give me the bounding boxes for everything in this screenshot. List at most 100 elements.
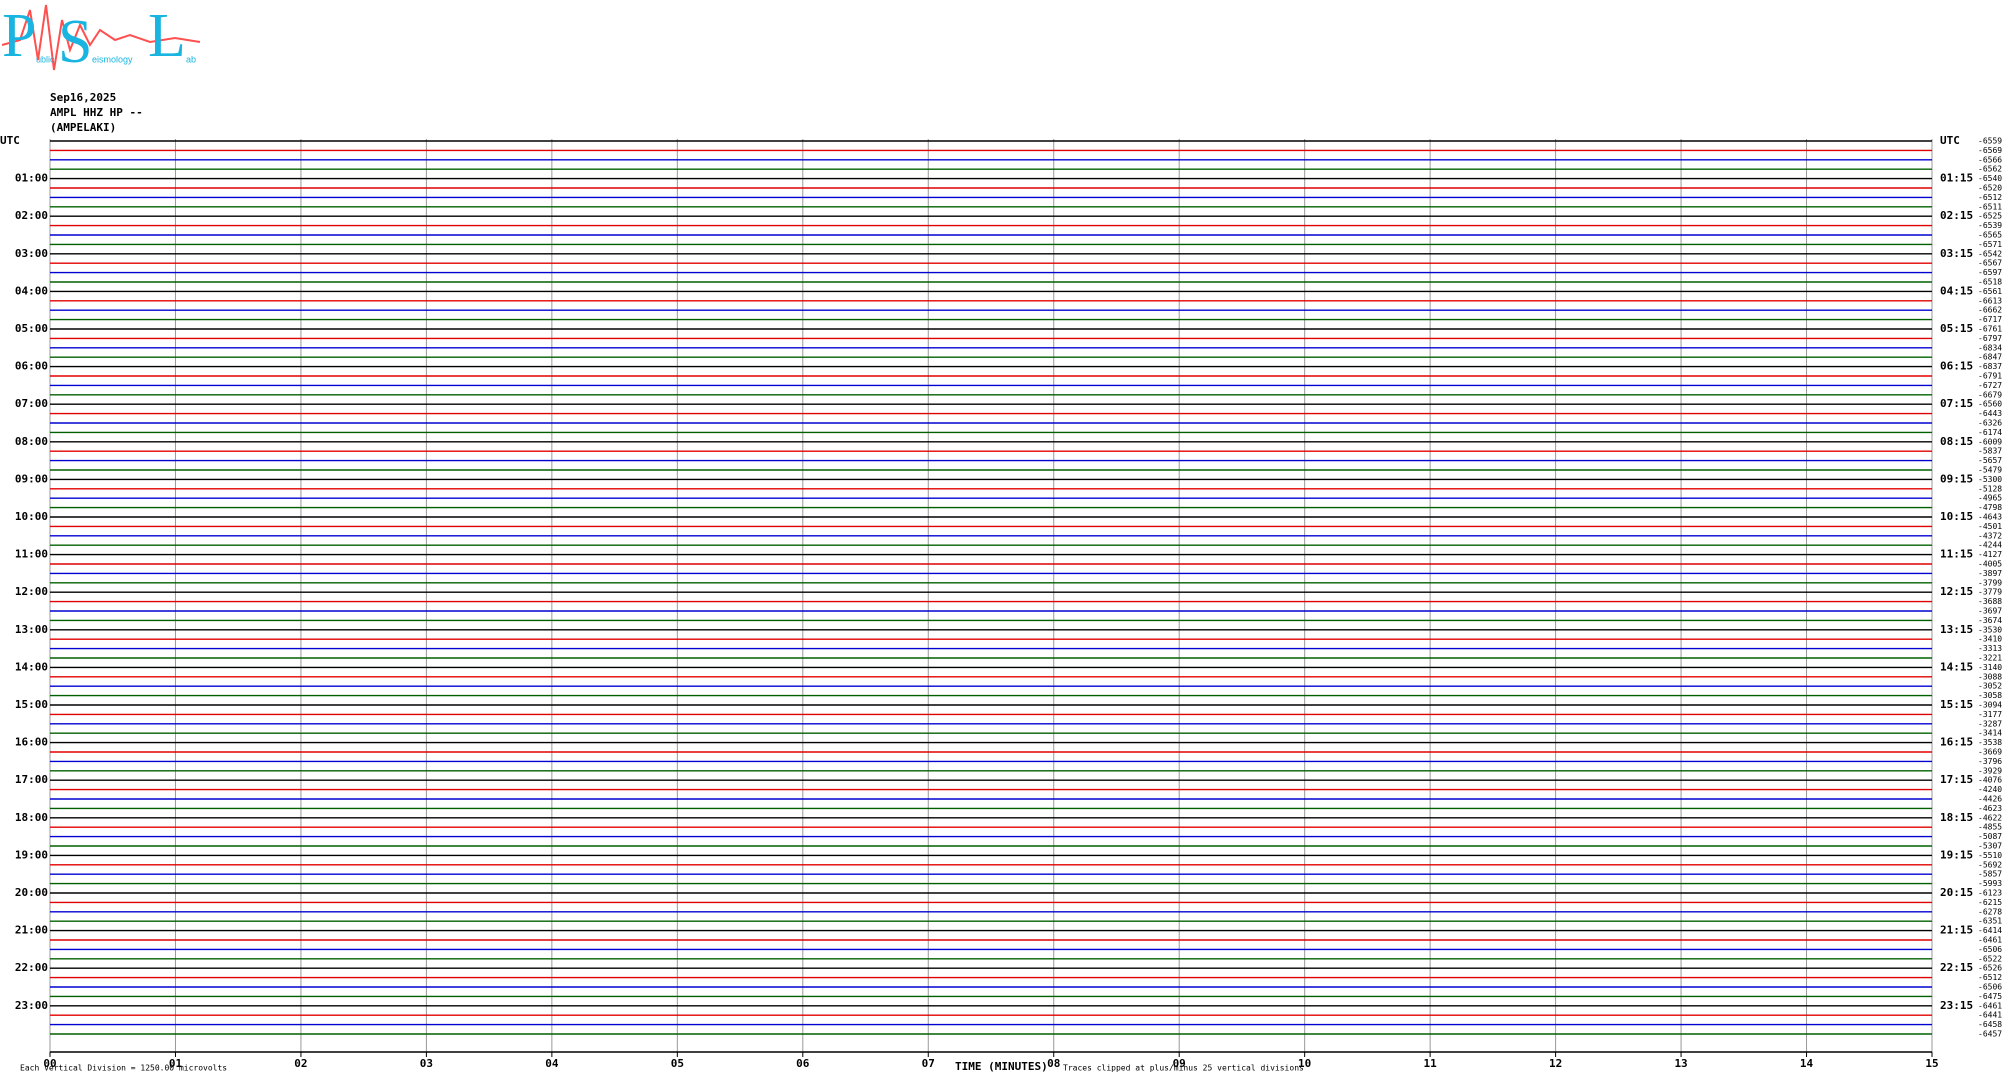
trace-offset: -6540 [1978,174,2002,183]
logo-word: eismology [92,54,133,64]
trace-offset: -5857 [1978,870,2002,879]
trace-offset: -4426 [1978,795,2002,804]
x-tick-label: 13 [1674,1057,1687,1070]
x-tick-label: 09 [1173,1057,1186,1070]
right-time-label: 10:15 [1940,510,1973,523]
trace-offset: -3140 [1978,663,2002,672]
trace-offset: -3799 [1978,578,2002,587]
logo-word: ublic [36,54,55,64]
right-time-label: 22:15 [1940,961,1973,974]
left-time-label: 02:00 [15,209,48,222]
trace-offset: -6458 [1978,1020,2002,1029]
trace-offset: -5692 [1978,860,2002,869]
trace-offset: -3688 [1978,597,2002,606]
station: AMPL HHZ HP -- [50,106,143,119]
right-time-label: 02:15 [1940,209,1973,222]
left-time-label: 19:00 [15,848,48,861]
trace-offset: -6834 [1978,343,2002,352]
left-time-label: 12:00 [15,585,48,598]
trace-offset: -4372 [1978,531,2002,540]
trace-offset: -6727 [1978,381,2002,390]
right-time-label: 19:15 [1940,848,1973,861]
trace-offset: -6567 [1978,259,2002,268]
right-time-label: 20:15 [1940,886,1973,899]
left-time-label: 14:00 [15,660,48,673]
left-time-label: 06:00 [15,360,48,373]
trace-offset: -4127 [1978,550,2002,559]
left-time-label: UTC [0,134,20,147]
trace-offset: -4622 [1978,813,2002,822]
trace-offset: -6560 [1978,400,2002,409]
logo-word: ab [186,54,196,64]
trace-offset: -6561 [1978,287,2002,296]
right-time-label: 21:15 [1940,924,1973,937]
trace-offset: -3929 [1978,766,2002,775]
left-time-label: 13:00 [15,623,48,636]
right-time-label: 09:15 [1940,472,1973,485]
trace-offset: -3287 [1978,719,2002,728]
trace-offset: -6215 [1978,898,2002,907]
trace-offset: -3674 [1978,616,2002,625]
trace-offset: -6174 [1978,428,2002,437]
right-time-label: 04:15 [1940,284,1973,297]
left-time-label: 22:00 [15,961,48,974]
x-tick-label: 04 [545,1057,559,1070]
trace-offset: -6597 [1978,268,2002,277]
date: Sep16,2025 [50,91,116,104]
trace-offset: -3779 [1978,588,2002,597]
trace-offset: -6461 [1978,936,2002,945]
right-time-label: 01:15 [1940,172,1973,185]
trace-offset: -6512 [1978,193,2002,202]
trace-offset: -5307 [1978,842,2002,851]
right-time-label: 12:15 [1940,585,1973,598]
trace-offset: -4623 [1978,804,2002,813]
trace-offset: -5300 [1978,475,2002,484]
trace-offset: -6662 [1978,306,2002,315]
x-tick-label: 00 [43,1057,56,1070]
left-time-label: 20:00 [15,886,48,899]
left-time-label: 04:00 [15,284,48,297]
trace-offset: -6562 [1978,165,2002,174]
scale-note: Each Vertical Division = 1250.00 microvo… [20,1064,227,1073]
trace-offset: -3414 [1978,729,2002,738]
trace-offset: -3052 [1978,682,2002,691]
trace-offset: -4643 [1978,513,2002,522]
trace-offset: -6506 [1978,983,2002,992]
logo-letter: S [58,8,92,76]
trace-offset: -3697 [1978,607,2002,616]
trace-offset: -4076 [1978,776,2002,785]
left-time-label: 18:00 [15,811,48,824]
trace-offset: -6761 [1978,325,2002,334]
trace-offset: -6009 [1978,437,2002,446]
right-time-label: UTC [1940,134,1960,147]
trace-offset: -3313 [1978,644,2002,653]
right-time-label: 23:15 [1940,999,1973,1012]
trace-offset: -4501 [1978,522,2002,531]
x-tick-label: 10 [1298,1057,1311,1070]
trace-offset: -6679 [1978,390,2002,399]
logo-wave [1,4,201,71]
left-time-label: 23:00 [15,999,48,1012]
trace-offset: -6414 [1978,926,2002,935]
trace-offset: -6837 [1978,362,2002,371]
trace-offset: -5128 [1978,484,2002,493]
trace-offset: -4798 [1978,503,2002,512]
x-tick-label: 08 [1047,1057,1060,1070]
right-time-label: 13:15 [1940,623,1973,636]
trace-offset: -4005 [1978,560,2002,569]
trace-offset: -6351 [1978,917,2002,926]
trace-offset: -4240 [1978,785,2002,794]
trace-offset: -3538 [1978,738,2002,747]
right-time-label: 05:15 [1940,322,1973,335]
trace-offset: -6520 [1978,184,2002,193]
left-time-label: 11:00 [15,548,48,561]
right-time-label: 14:15 [1940,660,1973,673]
trace-offset: -4965 [1978,494,2002,503]
trace-offset: -5087 [1978,832,2002,841]
x-tick-label: 12 [1549,1057,1562,1070]
right-time-label: 03:15 [1940,247,1973,260]
trace-offset: -6441 [1978,1011,2002,1020]
right-time-label: 16:15 [1940,736,1973,749]
x-tick-label: 06 [796,1057,810,1070]
left-time-label: 21:00 [15,924,48,937]
